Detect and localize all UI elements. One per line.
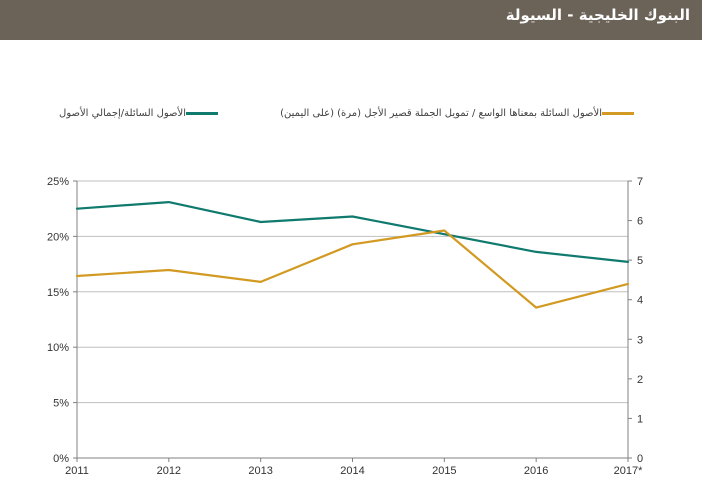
x-tick-label: 2015 bbox=[432, 465, 456, 477]
y-left-tick-label: 20% bbox=[47, 231, 69, 243]
chart-legend: الأصول السائلة بمعناها الواسع / تمويل ال… bbox=[0, 100, 702, 124]
x-tick-label: 2016 bbox=[524, 465, 548, 477]
y-left-tick-label: 15% bbox=[47, 287, 69, 299]
y-left-tick-label: 5% bbox=[53, 398, 69, 410]
y-right-tick-label: 2 bbox=[637, 374, 643, 386]
x-tick-label: 2017* bbox=[614, 465, 643, 477]
page-title: البنوك الخليجية - السيولة bbox=[505, 6, 690, 24]
legend-item-liquidity-ratio: الأصول السائلة بمعناها الواسع / تمويل ال… bbox=[280, 106, 640, 120]
y-right-tick-label: 1 bbox=[637, 413, 643, 425]
y-left-tick-label: 25% bbox=[47, 176, 69, 188]
series-line-liquid-assets bbox=[75, 201, 630, 263]
y-right-tick-label: 0 bbox=[637, 453, 643, 465]
x-tick-label: 2012 bbox=[157, 465, 181, 477]
x-tick-label: 2013 bbox=[248, 465, 272, 477]
y-right-tick-label: 6 bbox=[637, 216, 643, 228]
legend-swatch-liquid-assets bbox=[186, 111, 218, 115]
y-right-tick-label: 4 bbox=[637, 295, 643, 307]
y-right-tick-label: 3 bbox=[637, 334, 643, 346]
series-line-liquidity-ratio bbox=[75, 229, 630, 309]
legend-item-liquid-assets: الأصول السائلة/إجمالي الأصول bbox=[59, 106, 224, 120]
x-tick-label: 2014 bbox=[340, 465, 364, 477]
y-right-tick-label: 5 bbox=[637, 255, 643, 267]
y-left-tick-label: 10% bbox=[47, 342, 69, 354]
header-bar: البنوك الخليجية - السيولة bbox=[0, 0, 702, 40]
legend-label-liquidity-ratio: الأصول السائلة بمعناها الواسع / تمويل ال… bbox=[280, 107, 602, 119]
legend-swatch-liquidity-ratio bbox=[602, 111, 634, 115]
y-left-tick-label: 0% bbox=[53, 453, 69, 465]
legend-label-liquid-assets: الأصول السائلة/إجمالي الأصول bbox=[59, 107, 186, 119]
y-right-tick-label: 7 bbox=[637, 176, 643, 188]
x-tick-label: 2011 bbox=[65, 465, 89, 477]
